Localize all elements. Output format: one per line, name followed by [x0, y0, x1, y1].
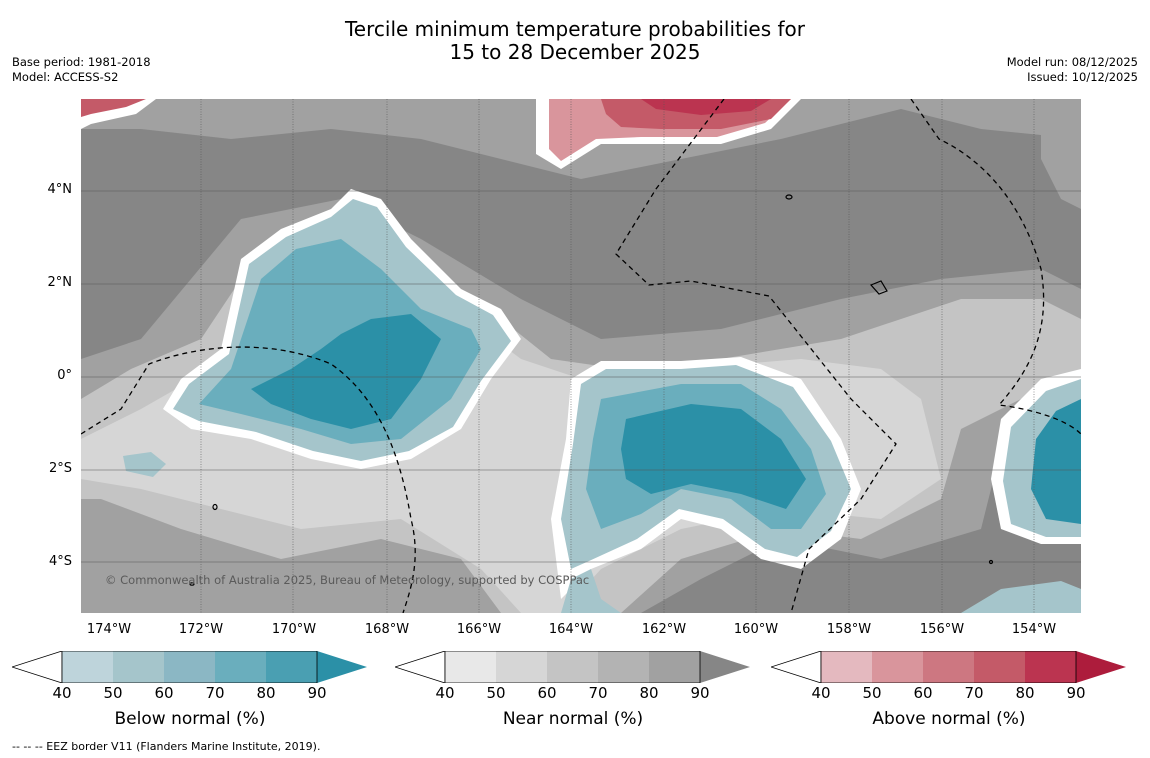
colorbar-above-under-arrow: [771, 651, 822, 683]
below-normal-patch-south: [561, 569, 621, 613]
title-line-1: Tercile minimum temperature probabilitie…: [344, 17, 806, 41]
cbar-near-tick-70: 70: [588, 684, 608, 702]
cbar-above-tick-40: 40: [811, 684, 831, 702]
colorbar-above-normal: [771, 651, 1126, 683]
cbar-below-tick-90: 90: [307, 684, 327, 702]
colorbar-near-80: [649, 651, 700, 683]
copyright-notice: © Commonwealth of Australia 2025, Bureau…: [105, 573, 590, 587]
colorbar-above-50: [872, 651, 923, 683]
lon-tick-156w: 156°W: [919, 622, 965, 637]
colorbar-near-70: [598, 651, 649, 683]
cbar-below-tick-60: 60: [154, 684, 174, 702]
cbar-near-tick-80: 80: [639, 684, 659, 702]
below-normal-90-east: [1031, 399, 1081, 524]
title-line-2: 15 to 28 December 2025: [449, 40, 701, 64]
cbar-below-tick-40: 40: [52, 684, 72, 702]
colorbar-near-under-arrow: [395, 651, 446, 683]
above-normal-region-nw: [81, 99, 146, 117]
cbar-above-tick-90: 90: [1066, 684, 1086, 702]
lon-tick-158w: 158°W: [826, 622, 872, 637]
colorbar-below-60: [164, 651, 215, 683]
colorbar-below-70: [215, 651, 266, 683]
eez-footnote: -- -- -- EEZ border V11 (Flanders Marine…: [12, 740, 321, 753]
lat-tick-2s: 2°S: [48, 461, 72, 476]
cbar-above-title: Above normal (%): [872, 709, 1026, 729]
cbar-below-tick-70: 70: [205, 684, 225, 702]
latitude-lines: [81, 190, 1081, 563]
colorbar-near-40: [445, 651, 496, 683]
graticule: [200, 99, 1035, 613]
colorbar-near-60: [547, 651, 598, 683]
colorbar-above-40: [821, 651, 872, 683]
lat-tick-4s: 4°S: [48, 554, 72, 569]
below-normal-spot-west: [123, 452, 166, 477]
model-run: Model run: 08/12/2025: [1006, 55, 1138, 69]
cbar-above-tick-50: 50: [862, 684, 882, 702]
colorbar-near-over-arrow: [700, 651, 750, 683]
cbar-below-tick-80: 80: [256, 684, 276, 702]
colorbar-above-80: [1025, 651, 1076, 683]
lat-tick-4n: 4°N: [47, 182, 73, 197]
colorbar-below-80: [266, 651, 317, 683]
cbar-above-tick-60: 60: [913, 684, 933, 702]
colorbar-above-60: [923, 651, 974, 683]
cbar-below-tick-50: 50: [103, 684, 123, 702]
lon-tick-168w: 168°W: [364, 622, 410, 637]
lon-tick-160w: 160°W: [733, 622, 779, 637]
below-normal-patch-se: [961, 581, 1081, 613]
probability-map: [81, 99, 1081, 613]
lat-tick-2n: 2°N: [47, 275, 73, 290]
run-info: Model run: 08/12/2025 Issued: 10/12/2025: [1007, 55, 1138, 85]
colorbar-below-40: [62, 651, 113, 683]
lon-tick-166w: 166°W: [456, 622, 502, 637]
cbar-below-title: Below normal (%): [114, 709, 266, 729]
colorbar-above-over-arrow: [1076, 651, 1126, 683]
eez-borders: [81, 99, 1081, 613]
cbar-above-tick-80: 80: [1015, 684, 1035, 702]
colorbar-below-50: [113, 651, 164, 683]
issued-date: Issued: 10/12/2025: [1027, 70, 1138, 84]
near-normal-band-east-upper: [1041, 99, 1081, 209]
cbar-above-tick-70: 70: [964, 684, 984, 702]
model-name: Model: ACCESS-S2: [12, 70, 119, 84]
colorbar-below-over-arrow: [317, 651, 367, 683]
lon-tick-170w: 170°W: [271, 622, 317, 637]
map-title: Tercile minimum temperature probabilitie…: [0, 18, 1150, 64]
colorbar-below-under-arrow: [12, 651, 63, 683]
below-normal-90-west: [251, 314, 441, 429]
cbar-near-tick-60: 60: [537, 684, 557, 702]
model-info: Base period: 1981-2018 Model: ACCESS-S2: [12, 55, 151, 85]
cbar-near-tick-50: 50: [486, 684, 506, 702]
lon-tick-174w: 174°W: [86, 622, 132, 637]
islands: [189, 194, 994, 586]
below-normal-90-central: [621, 404, 806, 509]
lon-tick-162w: 162°W: [641, 622, 687, 637]
cbar-near-tick-40: 40: [435, 684, 455, 702]
colorbar-above-70: [974, 651, 1025, 683]
lat-tick-0: 0°: [57, 368, 72, 383]
cbar-near-title: Near normal (%): [502, 709, 644, 729]
cbar-near-tick-90: 90: [690, 684, 710, 702]
colorbar-below-normal: [12, 651, 367, 683]
lon-tick-154w: 154°W: [1011, 622, 1057, 637]
lon-tick-172w: 172°W: [178, 622, 224, 637]
lon-tick-164w: 164°W: [548, 622, 594, 637]
base-period: Base period: 1981-2018: [12, 55, 151, 69]
colorbar-near-50: [496, 651, 547, 683]
above-normal-90-north: [641, 99, 771, 115]
colorbar-near-normal: [395, 651, 750, 683]
